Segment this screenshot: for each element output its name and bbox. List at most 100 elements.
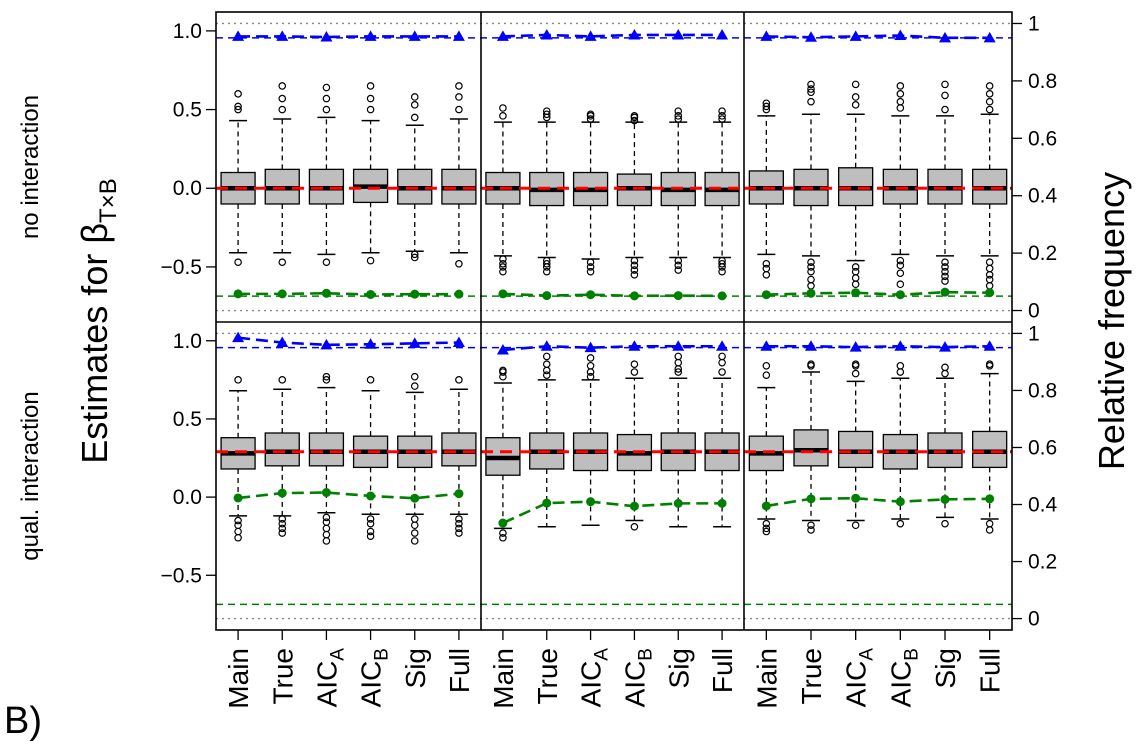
outlier-point [322,105,331,114]
outlier-point [278,82,287,90]
frequency-point [761,290,771,300]
outlier-point [851,360,860,369]
frequency-point [940,287,950,297]
frequency-point [454,289,464,299]
x-axis-label-true: True [267,648,298,705]
power-point [939,341,951,352]
frequency-point [629,501,639,511]
outlier-point [366,515,375,523]
outlier-point [366,256,375,265]
frequency-point [673,498,683,508]
frequency-point [410,493,420,503]
x-label-subscript: B [372,648,393,661]
outlier-point [322,258,331,267]
outlier-point [807,85,815,93]
frequency-point [498,289,508,299]
left-axis-tick-label: 0.5 [173,99,202,122]
right-axis-tick-label: 1 [1028,12,1040,35]
outlier-point [499,533,507,542]
outlier-point [941,277,949,285]
outlier-point [718,267,726,276]
x-axis-label-main: Main [751,648,782,709]
frequency-point [366,491,376,501]
box-sig [660,107,696,274]
outlier-point [586,361,595,370]
right-axis-tick-label: 0 [1028,608,1040,631]
outlier-point [586,258,595,267]
outlier-point [851,521,860,530]
outlier-point [630,360,639,369]
outlier-point [542,263,551,271]
outlier-point [807,88,815,97]
left-axis-title-subscript: T×B [95,178,122,223]
outlier-point [234,533,242,542]
outlier-point [366,527,375,536]
frequency-series-line [766,496,990,508]
power-point [983,340,996,351]
power-point [894,340,907,351]
panels-layer [216,22,1012,620]
panel-1-0 [216,331,481,545]
box-aicb [882,361,918,528]
left-axis-tick-label: 0.0 [173,486,202,509]
x-label-base: AIC [311,661,342,708]
outlier-point [718,358,726,367]
power-point [452,336,465,348]
outlier-point [807,282,815,290]
box-full [972,360,1008,534]
outlier-point [278,105,287,114]
outlier-point [542,360,551,369]
frequency-point [233,289,243,299]
outlier-point [807,526,815,534]
outlier-point [322,518,331,526]
x-axis-label-main: Main [488,648,519,709]
box-aicb [882,82,918,289]
outlier-point [762,264,771,273]
x-axis-label-sig: Sig [663,648,694,688]
box-aica [308,372,345,545]
x-axis-label-aicb: AICB [619,648,656,707]
box-main [485,104,521,276]
outlier-point [762,270,771,279]
right-axis-tick-label: 0.8 [1028,70,1057,93]
power-point [496,343,509,355]
outlier-point [896,280,905,289]
box-full [704,107,740,276]
outlier-point [807,258,815,267]
outlier-point [807,267,815,276]
outlier-point [410,93,419,101]
outlier-point [455,524,463,533]
frequency-point [410,289,420,299]
power-point [276,30,289,41]
box-full [441,82,477,268]
frequency-point [233,493,243,503]
outlier-point [718,263,726,271]
x-axis-label-full: Full [707,648,738,693]
outlier-point [410,250,419,259]
box-body [264,432,300,467]
x-axis-label-true: True [532,648,563,705]
frequency-series-line [502,500,723,525]
outlier-point [586,115,595,123]
outlier-point [542,259,551,268]
outlier-point [630,261,639,270]
outlier-point [851,267,860,276]
outlier-point [542,366,551,375]
outlier-point [941,80,949,89]
x-axis-label-true: True [796,648,827,705]
left-axis-title: Estimates for βT×B [74,178,122,463]
outlier-point [410,253,419,262]
outlier-point [718,112,726,120]
outlier-point [455,519,463,528]
outlier-point [941,267,949,276]
outlier-point [941,258,949,267]
power-series-line [502,33,723,38]
outlier-point [278,515,287,523]
plot-border [215,11,1013,631]
panel-0-2 [744,29,1012,300]
frequency-point [761,501,771,511]
outlier-point [674,256,683,265]
power-series-line [237,336,459,347]
right-axis-tick-label: 0.2 [1028,242,1057,265]
